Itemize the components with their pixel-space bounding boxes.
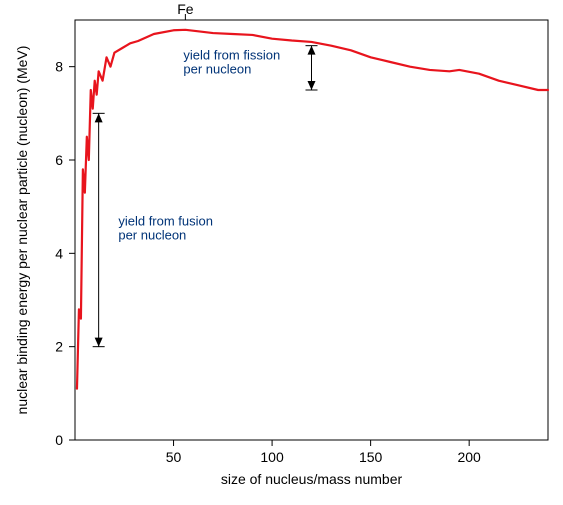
- peak-label: Fe: [177, 1, 194, 17]
- fusion-label-line1: yield from fusion: [118, 213, 213, 228]
- fusion-arrow: [93, 113, 105, 346]
- binding-energy-chart: 50 100 150 200 0 2 4 6 8 size of nucleus/mass num…: [0, 0, 563, 505]
- x-tick-label: 100: [260, 449, 284, 465]
- fission-arrow: [306, 46, 318, 90]
- y-tick-label: 6: [55, 152, 63, 168]
- x-tick-label: 150: [359, 449, 383, 465]
- y-tick-label: 0: [55, 432, 63, 448]
- x-tick-label: 200: [457, 449, 481, 465]
- chart-svg: 50 100 150 200 0 2 4 6 8 size of nucleus/mass num…: [0, 0, 563, 505]
- x-tick-label: 50: [166, 449, 182, 465]
- fission-label-line1: yield from fission: [183, 48, 280, 63]
- fission-label-line2: per nucleon: [183, 62, 251, 77]
- y-tick-label: 8: [55, 59, 63, 75]
- y-tick-label: 2: [55, 339, 63, 355]
- fusion-label-line2: per nucleon: [118, 227, 186, 242]
- y-tick-label: 4: [55, 245, 63, 261]
- x-axis-title: size of nucleus/mass number: [221, 471, 403, 487]
- y-axis-title: nuclear binding energy per nuclear parti…: [14, 46, 30, 415]
